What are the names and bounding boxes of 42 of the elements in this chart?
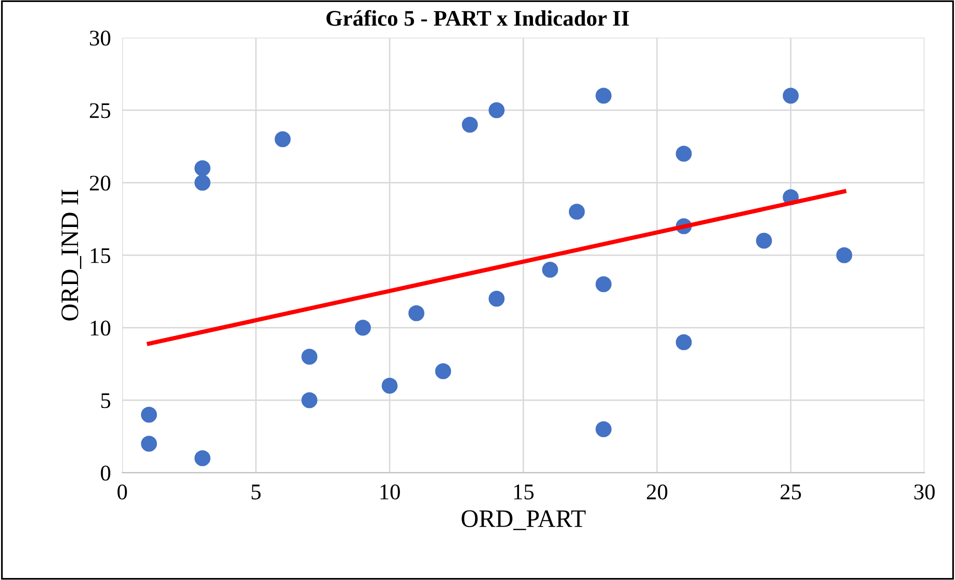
point [488, 290, 505, 307]
y-tick-label: 25 [90, 103, 110, 118]
x-tick-label: 15 [514, 484, 534, 500]
x-tick-label: 5 [252, 484, 261, 500]
point [596, 88, 612, 104]
x-axis-title: ORD_PART [462, 510, 586, 530]
point [354, 320, 371, 336]
x-tick-label: 20 [646, 484, 668, 500]
y-tick-label: 20 [90, 176, 110, 191]
point [194, 450, 210, 466]
y-axis-title: ORD_IND II [61, 190, 82, 320]
y-tick-label: 15 [90, 248, 110, 264]
point [194, 174, 210, 191]
point [782, 88, 799, 104]
point [676, 146, 692, 162]
x-tick-label: 0 [118, 484, 127, 500]
y-tick-label: 10 [90, 320, 110, 336]
x-tick-label: 30 [914, 484, 935, 500]
point [676, 334, 692, 350]
point [301, 348, 318, 365]
point [836, 247, 852, 264]
point [435, 363, 452, 380]
point [274, 131, 291, 148]
point [488, 102, 505, 118]
point [596, 276, 612, 292]
y-tick-label: 30 [90, 30, 110, 46]
x-tick-label: 10 [380, 484, 400, 500]
y-tick-label: 0 [100, 466, 110, 481]
point [408, 305, 424, 322]
point [542, 262, 558, 278]
x-tick-label: 25 [780, 484, 801, 500]
point [141, 436, 157, 452]
point [301, 392, 318, 408]
point [382, 378, 398, 394]
point [568, 204, 585, 220]
point [596, 421, 612, 438]
point [194, 160, 210, 176]
point [756, 232, 772, 249]
point [462, 116, 478, 133]
chart-title: Gráfico 5 - PART x Indicador II [326, 10, 629, 26]
y-tick-label: 5 [101, 393, 110, 408]
point [141, 406, 157, 423]
